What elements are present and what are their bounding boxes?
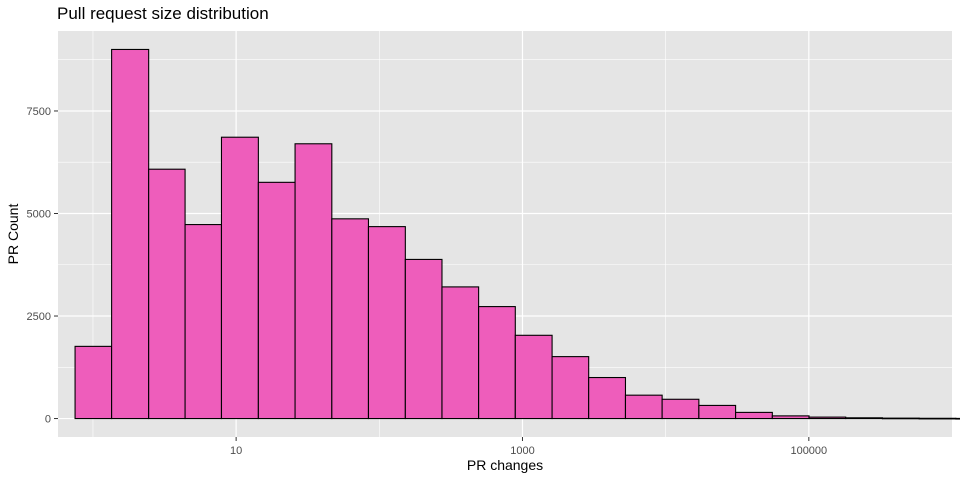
histogram-bar <box>588 376 627 420</box>
x-axis-title: PR changes <box>467 457 543 473</box>
histogram-bar <box>220 136 259 420</box>
histogram-bar <box>771 415 810 420</box>
y-axis-title: PR Count <box>5 204 21 265</box>
histogram-bar <box>845 417 883 420</box>
histogram-bar <box>881 417 920 420</box>
histogram-bar <box>514 334 553 420</box>
histogram-bar <box>184 224 223 420</box>
histogram-bar <box>624 394 663 420</box>
histogram-bar <box>404 258 443 420</box>
histogram-bar <box>74 345 113 420</box>
x-tick-label: 100000 <box>790 445 827 457</box>
histogram-bar <box>551 356 590 420</box>
histogram-bar <box>955 417 960 420</box>
histogram-bar <box>918 417 957 420</box>
histogram-bar <box>148 168 186 420</box>
histogram-bar <box>808 416 847 420</box>
histogram-bar <box>294 143 333 420</box>
histogram-bar <box>478 306 516 420</box>
histogram-bar <box>661 398 700 420</box>
y-axis-ticks: 0 2500 5000 7500 <box>27 106 58 426</box>
histogram-bar <box>441 286 480 420</box>
x-tick-label: 10 <box>230 445 242 457</box>
histogram-bar <box>367 226 406 420</box>
y-tick-label: 7500 <box>27 106 51 118</box>
y-tick-label: 2500 <box>27 311 51 323</box>
y-tick-label: 0 <box>45 414 51 426</box>
x-tick-label: 1000 <box>510 445 534 457</box>
histogram-bar <box>111 48 150 420</box>
chart-title: Pull request size distribution <box>57 4 269 23</box>
y-tick-label: 5000 <box>27 208 51 220</box>
histogram-bar <box>735 411 773 420</box>
x-axis-ticks: 10 1000 100000 <box>230 437 827 457</box>
histogram-bar <box>698 404 737 420</box>
histogram-bar <box>257 181 296 420</box>
histogram-bar <box>331 218 370 420</box>
histogram-bars <box>74 48 960 420</box>
